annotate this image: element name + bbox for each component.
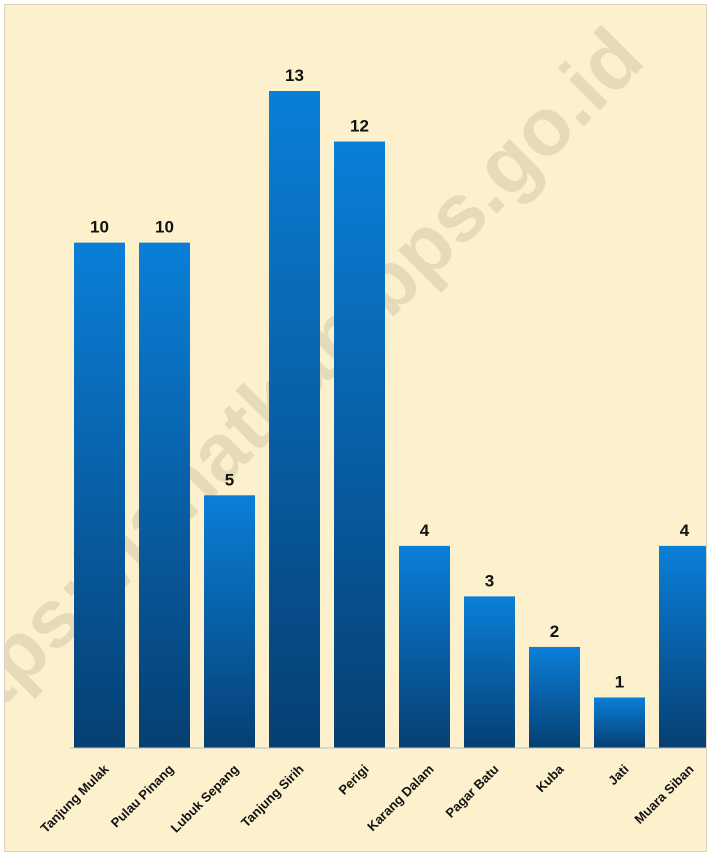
value-labels-group: 10 10 5 13 12 4 3 2 1 4 xyxy=(90,66,690,691)
value-label: 4 xyxy=(680,521,690,540)
value-label: 5 xyxy=(225,470,234,489)
value-label: 10 xyxy=(155,218,174,237)
category-label: Karang Dalam xyxy=(364,762,436,834)
bar-muara-siban xyxy=(659,545,706,748)
bar-karang-dalam xyxy=(399,545,450,748)
category-label: Lubuk Sepang xyxy=(168,761,242,835)
bar-lubuk-sepang xyxy=(204,495,255,748)
bar-tanjung-sirih xyxy=(269,91,320,748)
category-label: Perigi xyxy=(335,762,371,798)
value-label: 4 xyxy=(420,521,430,540)
value-label: 13 xyxy=(285,66,304,85)
category-label: Kuba xyxy=(533,761,567,795)
bar-pagar-batu xyxy=(464,596,515,748)
value-label: 12 xyxy=(350,117,369,136)
value-label: 10 xyxy=(90,218,109,237)
chart-container: https://lahatkab.bps.go.id 10 10 5 13 12 4 3 2 1… xyxy=(4,4,707,852)
category-label: Muara Siban xyxy=(631,761,696,826)
category-label: Pulau Pinang xyxy=(108,761,177,830)
bars-group xyxy=(74,91,706,749)
value-label: 3 xyxy=(485,571,494,590)
bar-kuba xyxy=(529,646,580,748)
value-label: 1 xyxy=(615,672,624,691)
category-label: Jati xyxy=(605,762,631,788)
bar-tanjung-mulak xyxy=(74,242,125,748)
value-label: 2 xyxy=(550,622,559,641)
bar-perigi xyxy=(334,141,385,749)
bar-chart: https://lahatkab.bps.go.id 10 10513124321… xyxy=(5,11,706,836)
category-label: Pagar Batu xyxy=(442,761,501,820)
bar-jati xyxy=(594,697,645,748)
category-label: Tanjung Mulak xyxy=(37,761,112,836)
bar-pulau-pinang xyxy=(139,242,190,748)
category-label: Tanjung Sirih xyxy=(238,761,307,830)
